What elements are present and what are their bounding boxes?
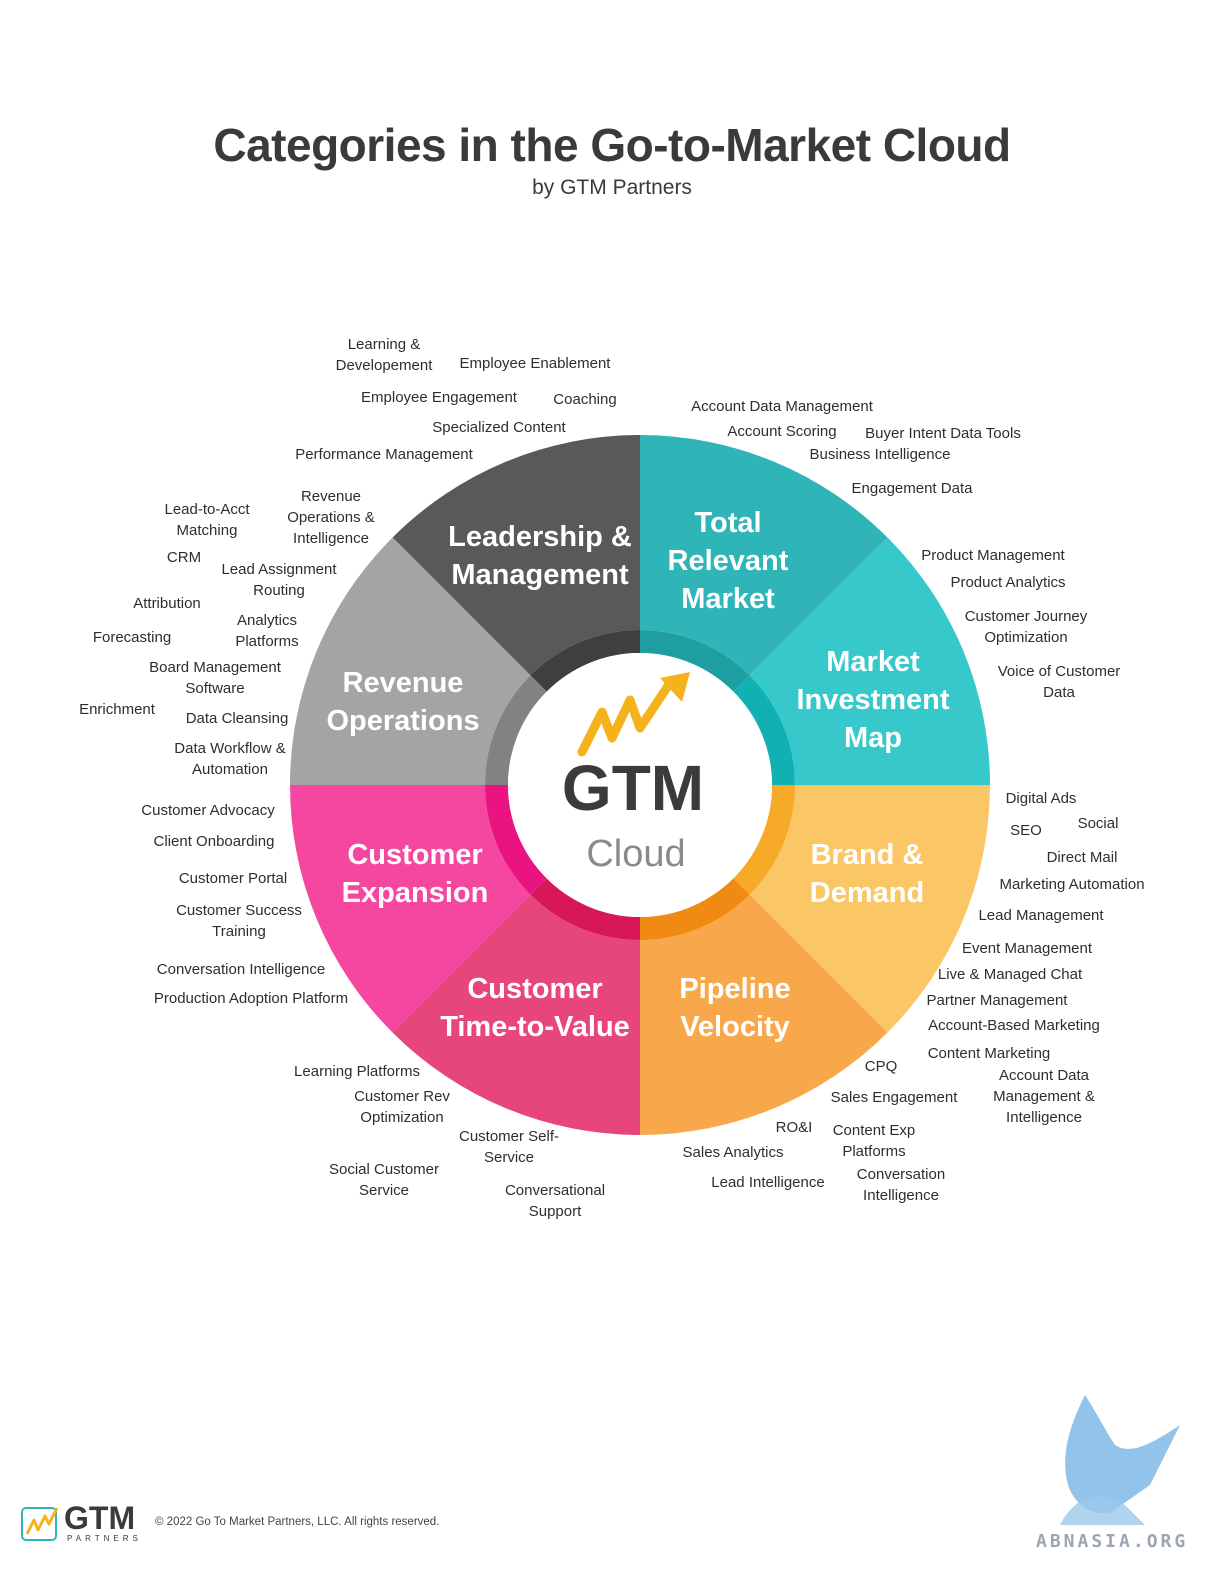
inner-ring-arc bbox=[485, 675, 547, 785]
subcategory-label: CRM bbox=[166, 549, 202, 566]
inner-ring-arc bbox=[733, 675, 795, 785]
subcategory-label: Content Exp Platforms bbox=[832, 1122, 916, 1160]
subcategory-label: Client Onboarding bbox=[153, 833, 275, 850]
subcategory-label: Content Marketing bbox=[927, 1045, 1051, 1062]
subcategory-label: Live & Managed Chat bbox=[937, 966, 1083, 983]
subcategory-label: Product Management bbox=[921, 547, 1065, 564]
subcategory-label: Customer Self- Service bbox=[458, 1128, 560, 1166]
page-title: Categories in the Go-to-Market Cloud bbox=[213, 119, 1011, 171]
subcategory-label: Voice of Customer Data bbox=[997, 663, 1121, 701]
watermark-text: ABNASIA.ORG bbox=[1036, 1531, 1189, 1552]
page-subtitle: by GTM Partners bbox=[532, 176, 692, 199]
subcategory-label: Engagement Data bbox=[851, 480, 973, 497]
subcategory-label: Analytics Platforms bbox=[235, 612, 299, 650]
subcategory-label: Lead-to-Acct Matching bbox=[164, 501, 250, 539]
subcategory-label: Specialized Content bbox=[432, 419, 566, 436]
inner-ring-arc bbox=[530, 878, 640, 940]
inner-ring-arc bbox=[640, 878, 750, 940]
segment-pipeline-velocity bbox=[640, 894, 888, 1135]
watermark-logo: ABNASIA.ORG bbox=[1030, 1385, 1210, 1555]
griffin-watermark-icon bbox=[1060, 1395, 1180, 1525]
segment-market-investment-map bbox=[749, 537, 990, 785]
inner-ring-arc bbox=[530, 630, 640, 692]
footer-logo-subtext: PARTNERS bbox=[67, 1534, 142, 1543]
subcategory-label: Event Management bbox=[961, 940, 1093, 957]
inner-ring-arc bbox=[640, 630, 750, 692]
subcategory-label: Enrichment bbox=[79, 701, 155, 718]
segment-title: Total Relevant Market bbox=[668, 507, 789, 615]
subcategory-label: Performance Management bbox=[295, 446, 473, 463]
segment-title: Revenue Operations bbox=[326, 667, 479, 737]
growth-arrow-icon bbox=[577, 672, 690, 757]
subcategory-label: Sales Engagement bbox=[830, 1089, 958, 1106]
subcategory-label: Sales Analytics bbox=[682, 1144, 784, 1161]
gtm-logo-icon bbox=[21, 1507, 59, 1541]
subcategory-label: Social bbox=[1077, 815, 1119, 832]
subcategory-label: Account Data Management bbox=[691, 398, 873, 415]
segment-title: Market Investment Map bbox=[796, 646, 949, 754]
subcategory-label: Revenue Operations & Intelligence bbox=[287, 488, 375, 547]
subcategory-label: Social Customer Service bbox=[328, 1161, 440, 1199]
subcategory-label: Lead Intelligence bbox=[711, 1174, 825, 1191]
subcategory-label: Learning Platforms bbox=[294, 1063, 420, 1080]
subcategory-label: Customer Portal bbox=[178, 870, 288, 887]
segment-customer-expansion bbox=[290, 785, 531, 1033]
subcategory-label: Customer Journey Optimization bbox=[964, 608, 1088, 646]
gtm-partners-logo: GTM PARTNERS bbox=[20, 1500, 145, 1545]
subcategory-label: Marketing Automation bbox=[999, 876, 1145, 893]
segment-title: Customer Time-to-Value bbox=[440, 973, 630, 1043]
subcategory-label: Conversational Support bbox=[504, 1182, 606, 1220]
subcategory-label: Customer Rev Optimization bbox=[354, 1088, 450, 1126]
segment-revenue-operations bbox=[290, 537, 531, 785]
footer-logo-text: GTM bbox=[64, 1500, 136, 1536]
subcategory-label: CPQ bbox=[864, 1058, 898, 1075]
subcategory-label: Forecasting bbox=[92, 629, 172, 646]
segment-leadership-management bbox=[392, 435, 640, 676]
subcategory-label: Partner Management bbox=[926, 992, 1068, 1009]
subcategory-label: Direct Mail bbox=[1046, 849, 1118, 866]
subcategory-label: Employee Engagement bbox=[361, 389, 517, 406]
center-subtitle: Cloud bbox=[586, 833, 685, 875]
subcategory-label: Data Cleansing bbox=[185, 710, 289, 727]
center-disc bbox=[508, 653, 772, 917]
copyright-text: © 2022 Go To Market Partners, LLC. All r… bbox=[155, 1516, 440, 1528]
subcategory-label: Account Scoring bbox=[727, 423, 837, 440]
subcategory-label: Business Intelligence bbox=[809, 446, 951, 463]
segment-title: Pipeline Velocity bbox=[679, 973, 790, 1043]
subcategory-label: Customer Success Training bbox=[176, 902, 302, 940]
segment-customer-time-to-value bbox=[392, 894, 640, 1135]
subcategory-label: Learning & Developement bbox=[335, 336, 433, 374]
subcategory-label: Digital Ads bbox=[1005, 790, 1077, 807]
segment-title: Customer Expansion bbox=[342, 839, 489, 909]
subcategory-label: Account-Based Marketing bbox=[928, 1017, 1100, 1034]
subcategory-label: Buyer Intent Data Tools bbox=[865, 425, 1021, 442]
subcategory-label: Data Workflow & Automation bbox=[174, 740, 286, 778]
subcategory-label: Account Data Management & Intelligence bbox=[993, 1067, 1095, 1126]
subcategory-label: Lead Assignment Routing bbox=[221, 561, 337, 599]
subcategory-label: Coaching bbox=[553, 391, 617, 408]
inner-ring-arc bbox=[485, 785, 547, 895]
subcategory-label: Lead Management bbox=[978, 907, 1104, 924]
subcategory-label: RO&I bbox=[775, 1119, 813, 1136]
subcategory-label: Board Management Software bbox=[149, 659, 281, 697]
segment-total-relevant-market bbox=[640, 435, 888, 676]
center-title: GTM bbox=[562, 752, 704, 824]
subcategory-label: Customer Advocacy bbox=[141, 802, 275, 819]
subcategory-label: Conversation Intelligence bbox=[856, 1166, 946, 1204]
subcategory-label: Product Analytics bbox=[950, 574, 1066, 591]
segment-title: Leadership & Management bbox=[448, 521, 632, 591]
segment-brand-demand bbox=[749, 785, 990, 1033]
subcategory-label: Employee Enablement bbox=[459, 355, 611, 372]
subcategory-label: SEO bbox=[1010, 822, 1042, 839]
segment-title: Brand & Demand bbox=[810, 839, 924, 909]
inner-ring-arc bbox=[733, 785, 795, 895]
subcategory-label: Attribution bbox=[133, 595, 201, 612]
subcategory-label: Production Adoption Platform bbox=[153, 990, 349, 1007]
subcategory-label: Conversation Intelligence bbox=[156, 961, 326, 978]
